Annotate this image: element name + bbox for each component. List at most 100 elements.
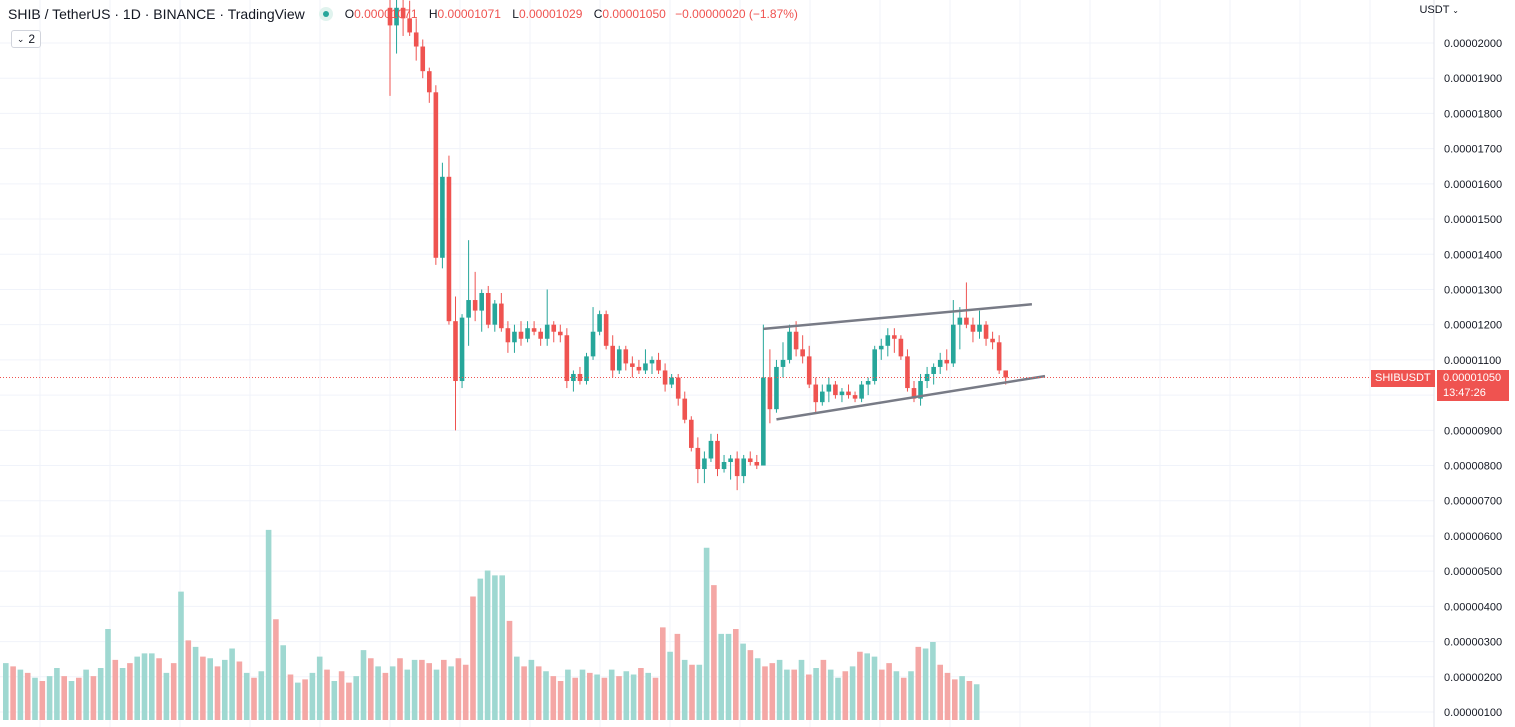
candle-body — [597, 314, 602, 332]
candle-body — [512, 331, 517, 343]
candle-body — [878, 345, 884, 350]
candle-body — [964, 317, 969, 325]
volume-bar — [572, 677, 578, 720]
volume-bar — [769, 663, 776, 720]
candle — [964, 282, 969, 329]
candle-body — [479, 292, 484, 311]
candle — [767, 349, 773, 424]
price-tick-label: 0.00000700 — [1444, 496, 1502, 508]
candle-body — [846, 391, 851, 396]
candle-body — [721, 462, 727, 470]
price-tick-label: 0.00001100 — [1444, 355, 1501, 367]
volume-bar — [309, 672, 316, 720]
candle — [754, 454, 760, 470]
volume-bar — [952, 679, 958, 720]
volume-bar — [798, 659, 805, 720]
volume-bar — [170, 663, 177, 720]
price-tick-label: 0.00000800 — [1444, 461, 1502, 473]
candlesticks — [387, 0, 1008, 491]
volume-bar — [879, 669, 885, 720]
candle-body — [793, 331, 799, 350]
countdown-value: 13:47:26 — [1443, 387, 1486, 399]
volume-bar — [835, 677, 841, 720]
candle-body — [584, 356, 589, 382]
candle — [944, 349, 950, 371]
volume-bar — [462, 664, 469, 720]
candle — [820, 384, 825, 406]
trendlines[interactable] — [763, 303, 1046, 421]
candle — [636, 359, 642, 374]
candle-body — [944, 359, 950, 364]
volume-bar — [937, 664, 943, 720]
candle — [695, 437, 701, 484]
candle-body — [754, 462, 760, 466]
trendline — [776, 374, 1046, 421]
volume-bar — [557, 681, 564, 720]
price-tick-label: 0.00002000 — [1444, 38, 1502, 50]
volume-bar — [192, 646, 199, 720]
volume-bar — [484, 570, 491, 720]
candle-body — [675, 377, 681, 399]
candle — [669, 373, 674, 389]
volume-bar — [703, 547, 710, 720]
volume-bar — [813, 668, 819, 720]
platform-label: TradingView — [227, 6, 305, 22]
candle — [525, 321, 530, 343]
volume-bar — [368, 658, 374, 720]
candle-body — [485, 292, 491, 325]
candle — [931, 363, 936, 385]
volume-bar — [185, 640, 192, 720]
volume-bar — [46, 676, 53, 720]
candle — [747, 451, 753, 466]
volume-bar — [273, 619, 279, 720]
candle-body — [603, 314, 609, 346]
market-status-icon[interactable] — [318, 7, 333, 21]
candle — [630, 356, 635, 378]
candle-body — [695, 447, 701, 470]
candle — [977, 310, 982, 339]
volume-bar — [535, 666, 542, 720]
chart-legend: SHIB / TetherUS · 1D · BINANCE · Trading… — [8, 6, 798, 22]
volume-bar — [893, 671, 900, 720]
candle — [643, 349, 648, 374]
title-separator: / — [44, 6, 49, 22]
candle-body — [505, 328, 511, 343]
currency-selector[interactable]: USDT ⌄ — [1419, 4, 1459, 16]
candle-body — [616, 349, 622, 371]
volume-bar — [594, 674, 600, 720]
candle-body — [839, 391, 845, 396]
candle-body — [643, 363, 648, 371]
close-key: C — [593, 7, 603, 21]
candle — [544, 289, 550, 346]
candle — [662, 363, 668, 392]
ohlc-values: O0.00001071 H0.00001071 L0.00001029 C0.0… — [345, 7, 798, 21]
volume-bar — [258, 671, 265, 720]
price-tick-label: 0.00001400 — [1444, 249, 1502, 261]
candle-body — [833, 384, 838, 396]
candle — [970, 317, 976, 343]
price-tick-label: 0.00001800 — [1444, 108, 1502, 120]
candle — [878, 338, 884, 360]
chevron-down-icon: ⌄ — [16, 33, 25, 44]
volume-bar — [660, 627, 666, 720]
candle — [505, 321, 511, 353]
volume-bar — [39, 681, 46, 720]
volume-bar — [864, 653, 870, 720]
volume-bar — [857, 651, 863, 720]
volume-bar — [10, 666, 16, 720]
candle — [531, 321, 537, 336]
indicators-collapse-button[interactable]: ⌄ 2 — [11, 30, 41, 48]
candle-body — [649, 359, 655, 364]
candle-body — [656, 359, 661, 371]
volume-bar — [827, 669, 834, 720]
volume-bar — [346, 682, 352, 720]
candle — [741, 454, 746, 484]
price-tick-label: 0.00001900 — [1444, 73, 1502, 85]
candle-body — [931, 366, 936, 374]
symbol-title[interactable]: SHIB / TetherUS · 1D · BINANCE · Trading… — [8, 6, 305, 22]
candle-body — [610, 345, 615, 371]
close-value: 0.00001050 — [602, 7, 666, 21]
volume-bar — [214, 666, 221, 720]
indicator-count: 2 — [28, 32, 36, 46]
